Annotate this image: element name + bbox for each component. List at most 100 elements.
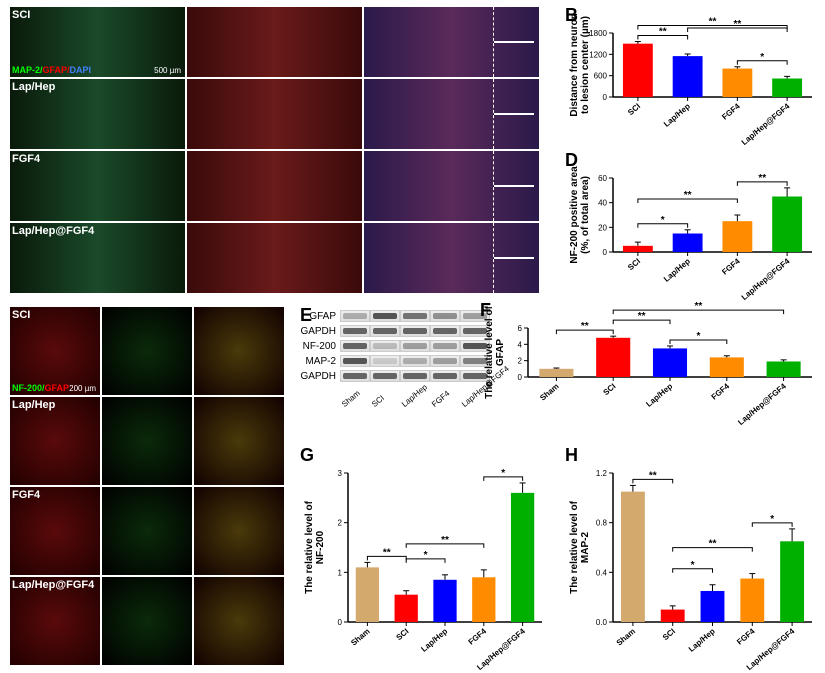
wb-lanes	[340, 370, 490, 382]
wb-protein-label: GAPDH	[300, 371, 340, 382]
micro-cell	[187, 151, 362, 221]
microscopy-C: SCI200 µmNF-200/GFAPLap/HepFGF4Lap/Hep@F…	[10, 307, 284, 665]
stain-label: NF-200/GFAP	[12, 383, 69, 393]
svg-text:40: 40	[598, 199, 607, 208]
wb-band	[433, 328, 457, 334]
wb-lanes	[340, 310, 490, 322]
bar	[740, 579, 764, 622]
svg-text:Lap/Hep@FGF4: Lap/Hep@FGF4	[736, 381, 788, 425]
wb-lane	[430, 355, 460, 367]
wb-lane	[400, 310, 430, 322]
bar	[767, 361, 801, 377]
svg-text:SCI: SCI	[626, 257, 642, 272]
micro-cell: Lap/Hep	[10, 79, 185, 149]
wb-band	[373, 343, 397, 349]
svg-text:NF-200: NF-200	[315, 530, 326, 564]
wb-lane	[430, 325, 460, 337]
chart-D: 0204060NF-200 positive area(%, of total …	[565, 150, 820, 300]
bar	[772, 79, 802, 97]
svg-text:**: **	[581, 321, 589, 332]
wb-protein-label: GAPDH	[300, 326, 340, 337]
micro-cell	[194, 577, 284, 665]
bar	[722, 221, 752, 252]
wb-band	[403, 313, 427, 319]
wb-lanes	[340, 325, 490, 337]
wb-band	[373, 373, 397, 379]
wb-lane	[430, 310, 460, 322]
svg-text:FGF4: FGF4	[720, 101, 742, 121]
micro-cell	[364, 223, 539, 293]
bar	[511, 493, 534, 622]
wb-protein-label: NF-200	[300, 341, 340, 352]
row-label: Lap/Hep@FGF4	[12, 579, 94, 591]
svg-text:20: 20	[598, 223, 607, 232]
micro-cell	[102, 307, 192, 395]
wb-band	[373, 328, 397, 334]
svg-text:*: *	[770, 514, 774, 525]
wb-band	[433, 343, 457, 349]
micro-cell	[194, 487, 284, 575]
svg-text:SCI: SCI	[394, 627, 410, 642]
svg-text:*: *	[691, 560, 695, 571]
wb-band	[403, 358, 427, 364]
row-label: Lap/Hep@FGF4	[12, 225, 94, 237]
svg-text:Lap/Hep: Lap/Hep	[687, 627, 717, 654]
svg-text:**: **	[709, 539, 717, 550]
bar	[661, 610, 685, 622]
micro-row: Lap/Hep@FGF4	[10, 223, 539, 293]
micro-cell: FGF4	[10, 487, 100, 575]
micro-row: FGF4	[10, 487, 284, 575]
wb-lanes	[340, 355, 490, 367]
micro-row: Lap/Hep	[10, 79, 539, 149]
wb-lane	[340, 340, 370, 352]
bar	[772, 197, 802, 253]
svg-text:0: 0	[603, 248, 608, 257]
svg-text:**: **	[383, 547, 391, 558]
micro-row: FGF4	[10, 151, 539, 221]
svg-text:4: 4	[518, 340, 523, 349]
svg-text:(%, of total area): (%, of total area)	[580, 176, 591, 254]
wb-band	[373, 358, 397, 364]
wb-band	[433, 373, 457, 379]
wb-band	[373, 313, 397, 319]
micro-cell	[187, 7, 362, 77]
wb-lane	[400, 340, 430, 352]
bar	[710, 357, 744, 377]
microscopy-A: SCI500 µmMAP-2/GFAP/DAPILap/HepFGF4Lap/H…	[10, 7, 539, 293]
bar	[623, 44, 653, 97]
wb-band	[343, 358, 367, 364]
wb-lane	[430, 340, 460, 352]
svg-text:**: **	[733, 19, 741, 30]
svg-text:0: 0	[338, 618, 343, 627]
wb-band	[343, 373, 367, 379]
wb-lane	[430, 370, 460, 382]
svg-text:**: **	[695, 301, 703, 312]
svg-text:SCI: SCI	[601, 382, 617, 397]
micro-cell: SCI200 µmNF-200/GFAP	[10, 307, 100, 395]
wb-lane	[370, 355, 400, 367]
svg-text:FGF4: FGF4	[735, 626, 757, 646]
wb-lanes	[340, 340, 490, 352]
svg-text:Lap/Hep@FGF4: Lap/Hep@FGF4	[740, 256, 792, 300]
micro-cell: Lap/Hep@FGF4	[10, 223, 185, 293]
micro-cell	[187, 79, 362, 149]
micro-cell	[194, 397, 284, 485]
svg-text:GFAP: GFAP	[495, 339, 506, 367]
svg-text:**: **	[709, 17, 717, 28]
wb-lane-label: FGF4	[430, 383, 459, 409]
bar	[701, 591, 725, 622]
svg-text:Sham: Sham	[349, 627, 371, 648]
wb-lane-label: Sham	[340, 383, 369, 409]
svg-text:NF-200 positive area: NF-200 positive area	[569, 166, 580, 264]
micro-cell	[102, 577, 192, 665]
wb-band	[403, 328, 427, 334]
svg-text:*: *	[501, 468, 505, 479]
wb-row: GAPDH	[300, 370, 490, 382]
svg-text:Lap/Hep: Lap/Hep	[662, 102, 692, 129]
wb-band	[403, 373, 427, 379]
svg-text:Lap/Hep: Lap/Hep	[419, 627, 449, 654]
svg-text:1800: 1800	[589, 29, 607, 38]
stain-label: MAP-2/GFAP/DAPI	[12, 65, 91, 75]
svg-text:Sham: Sham	[615, 627, 637, 648]
svg-text:**: **	[758, 173, 766, 184]
